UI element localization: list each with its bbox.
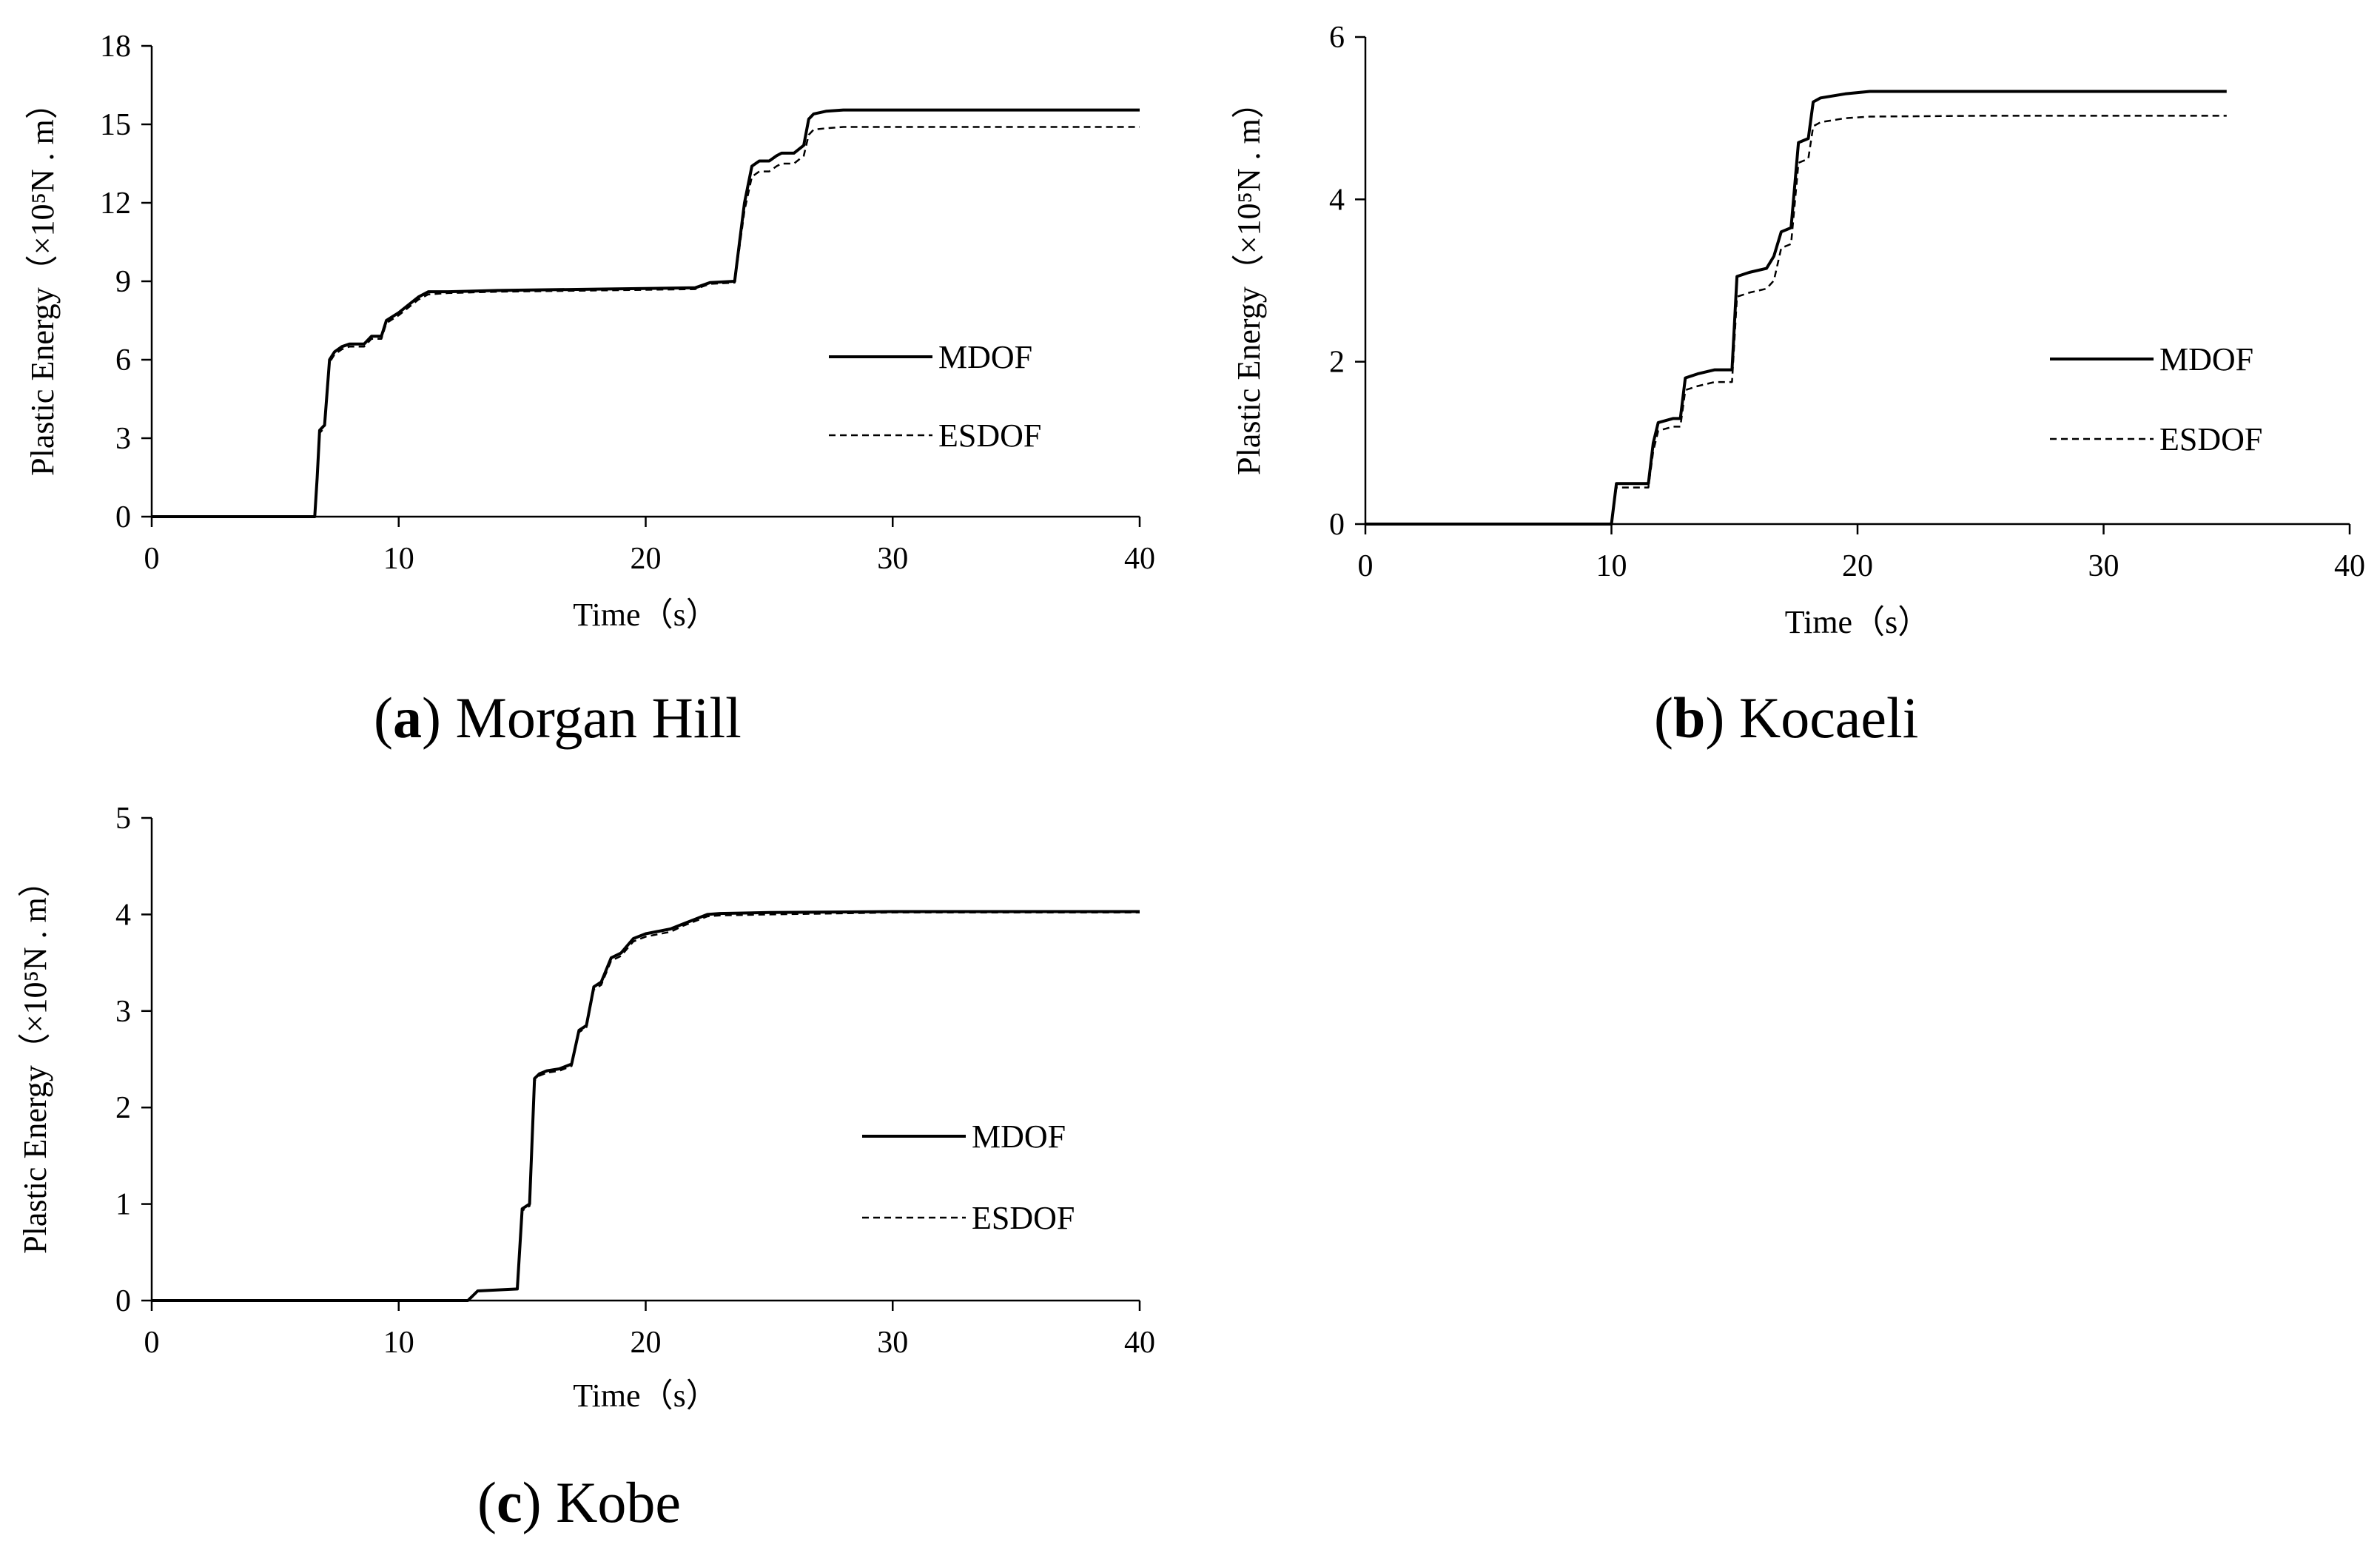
chart-a-x-tick-label: 40 [1124,542,1155,576]
chart-panel-a: 0 3 6 9 12 15 18 0 10 20 30 40 Time（s） Plastic Energy… [0,0,1184,740]
caption-b-text: Kocaeli [1738,685,1919,750]
chart-b-y-tick-label: 6 [1329,21,1345,55]
chart-b-series-mdof-line [1365,90,2227,526]
chart-c-x-tick-label: 40 [1124,1326,1155,1360]
caption-a-letter: a [392,685,422,750]
chart-a-series-mdof-line [152,108,1140,518]
chart-c-series-mdof-line [152,910,1140,1302]
chart-a-y-tick-label: 3 [115,422,131,456]
caption-b-letter: b [1673,685,1706,750]
chart-a-legend-esdof-label: ESDOF [938,417,1041,454]
chart-a-x-tick-label: 0 [144,542,160,576]
chart-c-x-tick-label: 10 [383,1326,414,1360]
chart-b-legend-mdof-label: MDOF [2159,341,2253,378]
chart-a-series-esdof-line [152,126,1140,518]
chart-b-x-tick-label: 0 [1358,549,1374,583]
chart-c-y-tick-label: 1 [115,1188,131,1222]
chart-a-legend-mdof-label: MDOF [938,339,1032,375]
chart-a-y-tick-label: 15 [100,108,131,142]
caption-c-letter: c [496,1470,522,1534]
chart-a-svg: 0 3 6 9 12 15 18 0 10 20 30 40 Time（s） Plastic Energy… [24,30,1155,633]
chart-c-legend-esdof-label: ESDOF [972,1200,1075,1236]
chart-c-y-tick-label: 3 [115,995,131,1029]
chart-c-x-tick-label: 0 [144,1326,160,1360]
chart-c-series-esdof-line [152,911,1140,1302]
caption-a: (a) Morgan Hill [374,685,742,750]
chart-panel-b: 0 2 4 6 0 10 20 30 40 Time（s） Plastic Energy（×10⁵N… [1199,0,2380,740]
chart-c-x-axis-title: Time（s） [573,1378,718,1414]
chart-c-y-tick-label: 5 [115,802,131,836]
chart-b-svg: 0 2 4 6 0 10 20 30 40 Time（s） Plastic Energy（×10⁵N… [1231,21,2365,640]
chart-a-x-axis-title: Time（s） [573,597,718,633]
chart-a-x-tick-label: 30 [877,542,908,576]
chart-c-x-tick-label: 30 [877,1326,908,1360]
chart-a-y-axis-title: Plastic Energy（×10⁵N . m） [24,87,61,476]
chart-c-y-tick-label: 2 [115,1091,131,1125]
chart-c-legend-mdof-label: MDOF [972,1118,1066,1155]
chart-a-y-tick-label: 12 [100,187,131,221]
chart-a-y-tick-label: 18 [100,30,131,64]
chart-b-x-tick-label: 40 [2334,549,2365,583]
chart-c-svg: 0 1 2 3 4 5 0 10 20 30 40 Time（s） Plastic Energy（×10… [17,802,1155,1414]
chart-b-x-tick-label: 20 [1842,549,1873,583]
caption-a-text: Morgan Hill [455,685,742,750]
chart-b-x-axis-title: Time（s） [1785,604,1930,640]
chart-c-y-tick-label: 0 [115,1284,131,1318]
chart-c-y-tick-label: 4 [115,898,131,932]
chart-a-x-tick-label: 10 [383,542,414,576]
chart-b-y-tick-label: 0 [1329,508,1345,542]
chart-a-y-tick-label: 9 [115,265,131,299]
caption-c: (c) Kobe [477,1470,682,1534]
chart-a-x-tick-label: 20 [631,542,662,576]
caption-b: (b) Kocaeli [1654,685,1919,750]
chart-b-legend-esdof-label: ESDOF [2159,421,2262,457]
chart-c-y-axis-title: Plastic Energy（×10⁵N . m） [17,865,53,1254]
chart-a-y-tick-label: 6 [115,343,131,378]
chart-c-x-tick-label: 20 [631,1326,662,1360]
chart-b-y-tick-label: 2 [1329,346,1345,380]
chart-b-y-tick-label: 4 [1329,183,1345,217]
chart-b-x-tick-label: 30 [2088,549,2120,583]
chart-b-series-esdof-line [1365,115,2227,526]
caption-c-text: Kobe [556,1470,682,1534]
chart-a-y-tick-label: 0 [115,500,131,534]
chart-panel-c: 0 1 2 3 4 5 0 10 20 30 40 Time（s） Plastic Energy（×10… [0,785,1184,1550]
chart-b-y-axis-title: Plastic Energy（×10⁵N . m） [1231,86,1267,475]
chart-b-x-tick-label: 10 [1596,549,1627,583]
